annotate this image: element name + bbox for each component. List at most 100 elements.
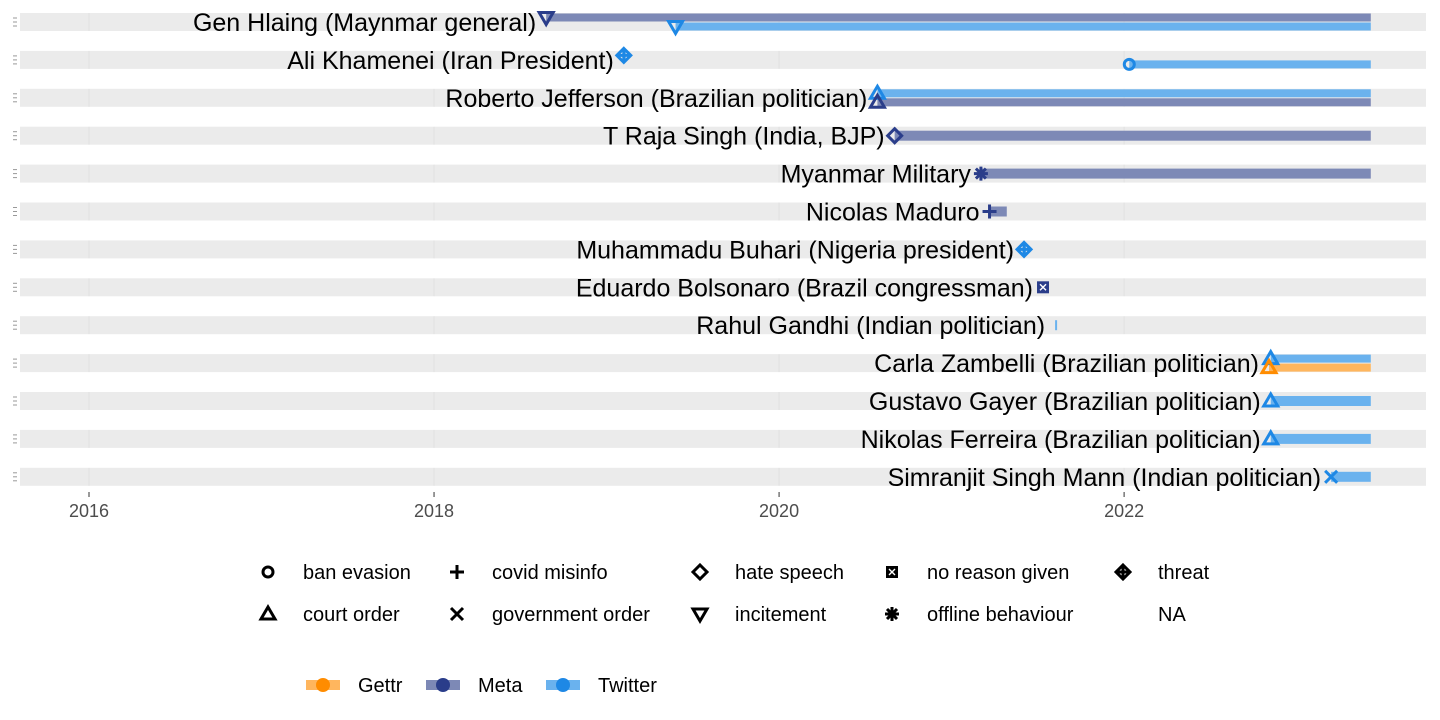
- legend-reasons: ban evasion covid misinfo hate speech no re…: [258, 562, 1210, 626]
- legend-label: threat: [1158, 562, 1210, 584]
- row-label: Myanmar Military: [781, 161, 972, 189]
- row-band: [20, 50, 1426, 69]
- event-marker: [1261, 391, 1281, 408]
- legend-key-icon: [258, 604, 278, 621]
- row-label: Nikolas Ferreira (Brazilian politician): [861, 426, 1261, 454]
- event-marker: [867, 83, 888, 100]
- row-band: [20, 467, 1426, 486]
- event-bar: [1269, 363, 1371, 372]
- legend-key-icon: [261, 565, 275, 579]
- event-marker: [982, 204, 997, 219]
- legend-item-reason: ban evasion: [261, 562, 411, 584]
- event-bar: [1129, 60, 1371, 69]
- row-band: [20, 202, 1426, 221]
- legend-label: Gettr: [358, 675, 403, 697]
- legend-item-platform: Meta: [426, 675, 523, 697]
- legend-label: hate speech: [735, 562, 844, 584]
- legend-label: ban evasion: [303, 562, 411, 584]
- event-marker: [867, 92, 888, 109]
- legend-item-reason: threat: [1113, 562, 1210, 584]
- row-label: Gustavo Gayer (Brazilian politician): [869, 388, 1261, 416]
- legend-item-reason: no reason given: [886, 562, 1069, 584]
- event-bar: [675, 22, 1371, 31]
- legend-item-reason: covid misinfo: [450, 562, 608, 584]
- row-label: Roberto Jefferson (Brazilian politician): [445, 85, 867, 113]
- row-labels: Gen Hlaing (Maynmar general) Ali Khamenei…: [193, 9, 1321, 492]
- event-bar: [1270, 433, 1371, 444]
- row-label: Ali Khamenei (Iran President): [287, 47, 614, 75]
- row-label: Gen Hlaing (Maynmar general): [193, 9, 536, 37]
- event-bar: [1270, 396, 1371, 406]
- row-label: T Raja Singh (India, BJP): [603, 123, 885, 151]
- x-tick-label: 2016: [69, 501, 109, 521]
- row-label: Nicolas Maduro: [806, 199, 980, 227]
- event-marker: [536, 11, 556, 28]
- legend-item-reason: offline behaviour: [885, 604, 1074, 626]
- event-bar: [1270, 354, 1371, 363]
- event-bar: [877, 89, 1371, 98]
- legend-key-dot: [436, 678, 450, 692]
- event-marker: [665, 20, 686, 37]
- x-tick-label: 2022: [1104, 501, 1144, 521]
- event-markers: [536, 11, 1339, 484]
- legend-key-icon: [449, 606, 465, 622]
- legend-label: no reason given: [927, 562, 1069, 584]
- row-band: [20, 354, 1426, 373]
- event-marker: [1014, 240, 1034, 259]
- row-label: Carla Zambelli (Brazilian politician): [874, 350, 1259, 378]
- row-label: Muhammadu Buhari (Nigeria president): [576, 236, 1014, 264]
- legend-platforms: Gettr Meta Twitter: [306, 675, 657, 697]
- event-bar: [1331, 471, 1371, 482]
- row-band: [20, 240, 1426, 259]
- legend-label: court order: [303, 604, 400, 626]
- legend-key-icon: [450, 565, 464, 579]
- legend-label: offline behaviour: [927, 604, 1074, 626]
- legend-key-dot: [556, 678, 570, 692]
- legend-item-reason: court order: [258, 604, 400, 626]
- event-bar: [894, 130, 1371, 141]
- event-marker: [1259, 357, 1279, 375]
- legend-label: covid misinfo: [492, 562, 608, 584]
- legend-key-icon: [886, 566, 898, 578]
- legend-item-platform: Gettr: [306, 675, 403, 697]
- legend-key-icon: [885, 607, 899, 621]
- event-bar: [546, 13, 1371, 22]
- event-marker: [1122, 57, 1136, 71]
- event-marker: [885, 126, 904, 145]
- x-tick-label: 2018: [414, 501, 454, 521]
- row-band: [20, 392, 1426, 410]
- row-label: Simranjit Singh Mann (Indian politician): [888, 464, 1322, 492]
- x-axis: 2016 2018 2020 2022: [69, 492, 1144, 521]
- row-band: [20, 278, 1426, 297]
- row-label: Rahul Gandhi (Indian politician): [696, 312, 1045, 340]
- legend-item-platform: Twitter: [546, 675, 657, 697]
- legend-key-dot: [316, 678, 330, 692]
- legend-label: Meta: [478, 675, 523, 697]
- legend-label: NA: [1158, 604, 1186, 626]
- legend-key-icon: [1113, 562, 1133, 582]
- legend-label: government order: [492, 604, 650, 626]
- event-bar: [980, 168, 1371, 179]
- event-marker: [1037, 281, 1050, 294]
- event-marker: [973, 166, 988, 181]
- legend-label: Twitter: [598, 675, 657, 697]
- event-marker: [1324, 469, 1339, 484]
- legend-item-reason: hate speech: [690, 562, 844, 584]
- event-marker: [1261, 428, 1281, 446]
- event-bar: [877, 98, 1371, 107]
- event-bars: [546, 13, 1371, 482]
- event-bar: [989, 206, 1007, 217]
- legend-item-reason: NA: [1158, 604, 1186, 626]
- legend-key-icon: [690, 562, 710, 582]
- row-band: [20, 429, 1426, 448]
- legend-item-reason: government order: [449, 604, 650, 626]
- legend-label: incitement: [735, 604, 827, 626]
- row-band: [20, 316, 1426, 335]
- event-bar: [1055, 320, 1058, 331]
- row-label: Eduardo Bolsonaro (Brazil congressman): [576, 274, 1033, 302]
- event-marker: [614, 46, 633, 65]
- legend-key-icon: [690, 607, 710, 624]
- legend-item-reason: incitement: [690, 604, 827, 626]
- x-tick-label: 2020: [759, 501, 799, 521]
